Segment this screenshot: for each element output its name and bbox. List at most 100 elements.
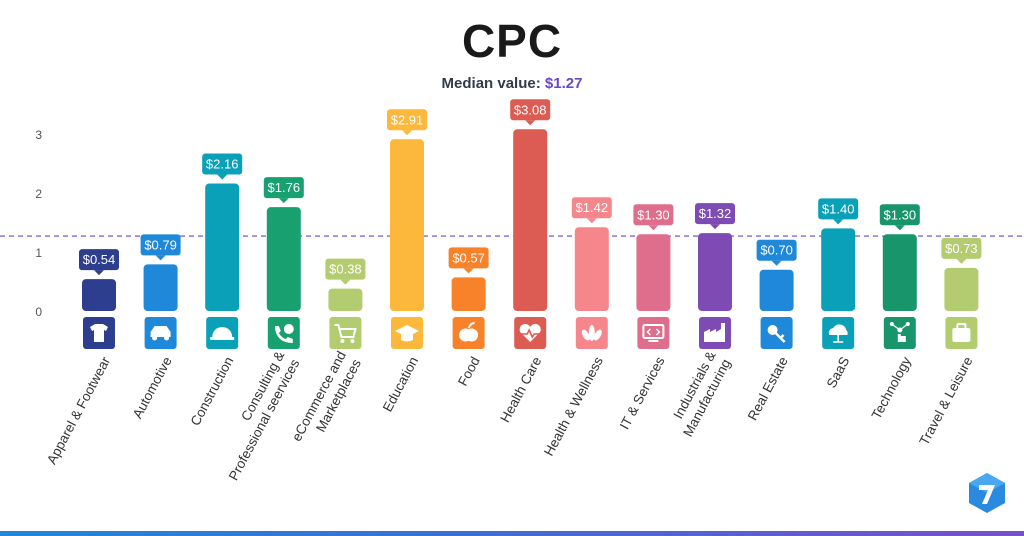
category-label: Automotive bbox=[130, 354, 175, 421]
value-label-badge bbox=[818, 198, 859, 220]
value-label-pointer bbox=[525, 120, 536, 126]
category-label: Construction bbox=[188, 354, 237, 428]
bar bbox=[82, 279, 116, 311]
lotus-icon bbox=[581, 325, 602, 341]
bar bbox=[143, 264, 178, 311]
median-label: Median value: bbox=[441, 75, 541, 92]
value-label: $2.16 bbox=[206, 157, 239, 172]
value-label-badge bbox=[140, 234, 181, 256]
category-label: Health & Wellness bbox=[541, 354, 606, 458]
graduation-cap-icon bbox=[395, 325, 419, 342]
category-label: Real Estate bbox=[745, 354, 791, 423]
value-label-pointer bbox=[956, 258, 967, 264]
bar bbox=[266, 207, 301, 311]
value-label-pointer bbox=[894, 225, 905, 231]
value-label: $1.30 bbox=[884, 207, 917, 222]
chart-title: CPC bbox=[461, 15, 563, 67]
value-label-badge bbox=[325, 258, 366, 280]
bar bbox=[513, 129, 548, 311]
value-label: $0.54 bbox=[83, 252, 116, 267]
car-icon bbox=[150, 326, 171, 341]
heart-pulse-icon bbox=[519, 323, 541, 342]
tshirt-icon bbox=[90, 324, 108, 342]
bar bbox=[821, 228, 856, 311]
bar bbox=[944, 267, 979, 311]
bottom-gradient-stripe bbox=[0, 531, 1024, 536]
brand-logo-icon bbox=[969, 473, 1005, 513]
value-label: $0.70 bbox=[760, 243, 793, 258]
value-label-badge bbox=[202, 153, 243, 175]
value-label-pointer bbox=[340, 279, 351, 285]
value-label-badge bbox=[756, 239, 797, 261]
category-label: Food bbox=[455, 354, 483, 388]
y-tick-label: 2 bbox=[35, 187, 42, 201]
factory-icon bbox=[704, 323, 725, 342]
value-label-pointer bbox=[833, 219, 844, 225]
bar bbox=[205, 183, 240, 311]
value-label-pointer bbox=[278, 198, 289, 204]
value-label-badge bbox=[263, 177, 304, 199]
bar bbox=[636, 234, 671, 311]
value-label-pointer bbox=[586, 218, 597, 224]
value-label: $0.38 bbox=[329, 262, 362, 277]
value-label-badge bbox=[448, 247, 489, 269]
value-label-badge bbox=[633, 204, 674, 226]
value-label-pointer bbox=[217, 174, 228, 180]
house-key-icon bbox=[767, 325, 786, 343]
bar bbox=[698, 233, 732, 311]
suitcase-icon bbox=[952, 323, 971, 342]
hard-hat-icon bbox=[210, 327, 235, 340]
category-label: Technology bbox=[869, 354, 914, 422]
category-label: SaaS bbox=[824, 354, 853, 390]
value-label-pointer bbox=[402, 130, 412, 136]
category-icon-tile bbox=[267, 317, 300, 349]
shopping-cart-icon bbox=[334, 324, 357, 343]
value-label-badge bbox=[510, 99, 551, 121]
category-label: Health Care bbox=[497, 354, 544, 425]
category-icon-tile bbox=[637, 317, 670, 349]
y-tick-label: 1 bbox=[35, 246, 42, 260]
value-label-pointer bbox=[771, 260, 782, 266]
value-label-badge bbox=[941, 237, 982, 259]
value-label-badge bbox=[79, 249, 119, 271]
category-icon-tile bbox=[883, 317, 916, 349]
chart-subtitle: Median value: $1.27 bbox=[0, 75, 1024, 92]
value-label-pointer bbox=[463, 268, 474, 274]
value-label: $0.79 bbox=[144, 237, 177, 252]
y-tick-label: 3 bbox=[35, 128, 42, 142]
value-label: $1.30 bbox=[637, 207, 670, 222]
phone-chat-icon bbox=[274, 324, 294, 343]
bar bbox=[328, 288, 363, 311]
bar bbox=[390, 139, 424, 311]
value-label: $2.91 bbox=[391, 112, 424, 127]
apple-icon bbox=[459, 322, 479, 342]
value-label: $1.76 bbox=[268, 180, 301, 195]
value-label-badge bbox=[571, 197, 612, 219]
cloud-network-icon bbox=[828, 324, 848, 343]
y-tick-label: 0 bbox=[35, 305, 42, 319]
value-label: $1.32 bbox=[699, 206, 732, 221]
value-label-badge bbox=[695, 203, 735, 225]
value-label: $1.42 bbox=[576, 200, 609, 215]
category-label: IT & Services bbox=[617, 354, 668, 432]
value-label-pointer bbox=[710, 224, 720, 230]
value-label-badge bbox=[387, 109, 427, 131]
value-label-pointer bbox=[648, 225, 659, 231]
median-value: $1.27 bbox=[544, 75, 583, 92]
monitor-code-icon bbox=[642, 324, 665, 342]
value-label-pointer bbox=[155, 255, 166, 261]
value-label: $3.08 bbox=[514, 102, 547, 117]
bar bbox=[451, 277, 486, 311]
bar bbox=[882, 234, 917, 311]
category-label: Apparel & Footwear bbox=[44, 354, 113, 467]
value-label-pointer bbox=[94, 270, 104, 276]
category-label: Education bbox=[380, 354, 421, 414]
category-label: Industrials &Manufacturing bbox=[665, 349, 733, 440]
value-label-badge bbox=[879, 204, 920, 226]
category-icon-tile bbox=[329, 317, 362, 349]
bar bbox=[574, 227, 609, 311]
bar bbox=[759, 269, 794, 311]
category-label: Travel & Leisure bbox=[916, 354, 975, 447]
value-label: $0.57 bbox=[452, 250, 485, 265]
